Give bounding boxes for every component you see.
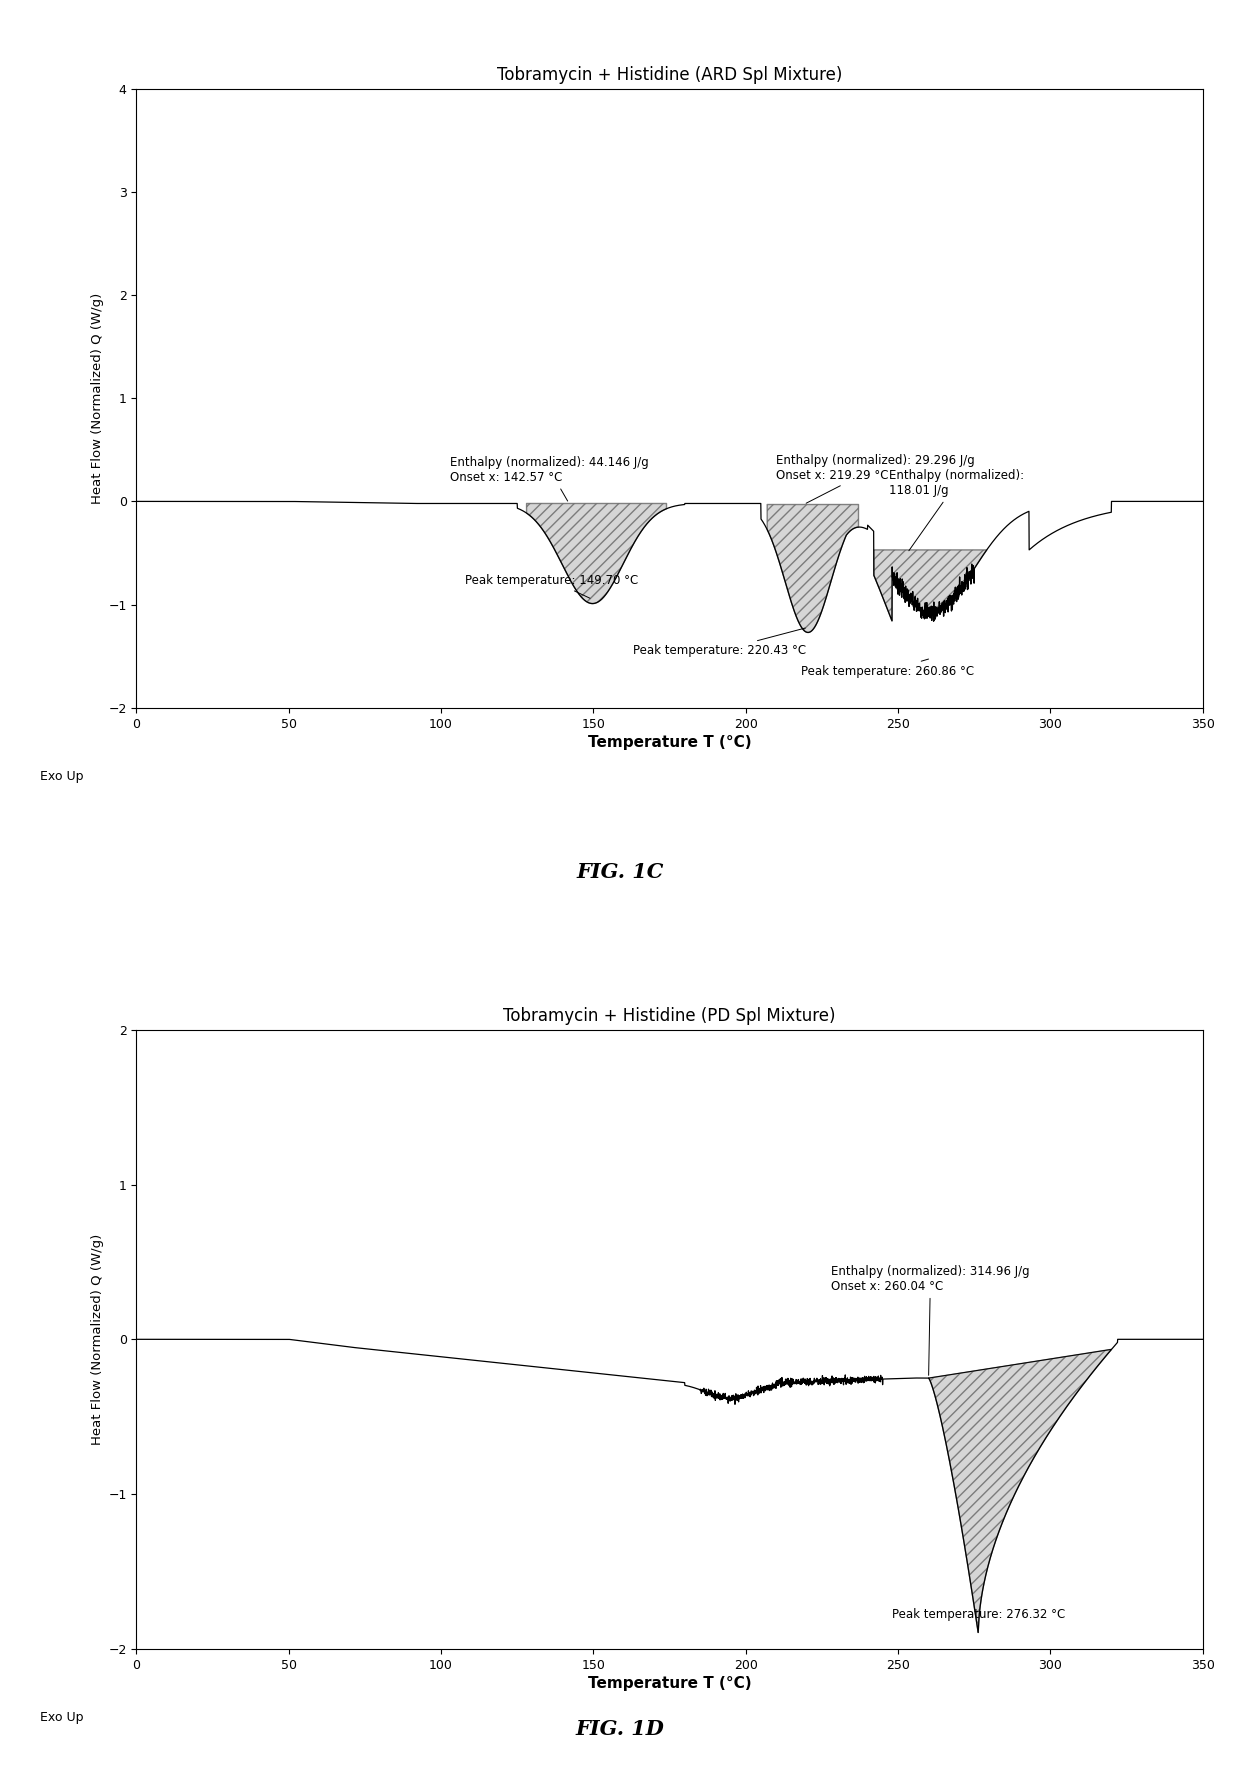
Text: Exo Up: Exo Up [41, 1711, 84, 1723]
Text: Peak temperature: 260.86 °C: Peak temperature: 260.86 °C [801, 660, 973, 677]
Text: Exo Up: Exo Up [41, 769, 84, 782]
Text: Enthalpy (normalized):
118.01 J/g: Enthalpy (normalized): 118.01 J/g [889, 470, 1024, 551]
Text: FIG. 1D: FIG. 1D [575, 1718, 665, 1739]
Text: Enthalpy (normalized): 44.146 J/g
Onset x: 142.57 °C: Enthalpy (normalized): 44.146 J/g Onset … [450, 456, 649, 502]
X-axis label: Temperature T (°C): Temperature T (°C) [588, 734, 751, 750]
Title: Tobramycin + Histidine (ARD Spl Mixture): Tobramycin + Histidine (ARD Spl Mixture) [497, 66, 842, 85]
Title: Tobramycin + Histidine (PD Spl Mixture): Tobramycin + Histidine (PD Spl Mixture) [503, 1007, 836, 1025]
Text: Peak temperature: 276.32 °C: Peak temperature: 276.32 °C [892, 1608, 1065, 1629]
Y-axis label: Heat Flow (Normalized) Q (W/g): Heat Flow (Normalized) Q (W/g) [91, 1234, 104, 1445]
X-axis label: Temperature T (°C): Temperature T (°C) [588, 1675, 751, 1691]
Y-axis label: Heat Flow (Normalized) Q (W/g): Heat Flow (Normalized) Q (W/g) [91, 293, 104, 504]
Text: Peak temperature: 149.70 °C: Peak temperature: 149.70 °C [465, 574, 639, 598]
Text: Enthalpy (normalized): 314.96 J/g
Onset x: 260.04 °C: Enthalpy (normalized): 314.96 J/g Onset … [831, 1264, 1029, 1376]
Text: Enthalpy (normalized): 29.296 J/g
Onset x: 219.29 °C: Enthalpy (normalized): 29.296 J/g Onset … [776, 454, 975, 504]
Text: Peak temperature: 220.43 °C: Peak temperature: 220.43 °C [634, 628, 806, 658]
Text: FIG. 1C: FIG. 1C [577, 862, 663, 883]
